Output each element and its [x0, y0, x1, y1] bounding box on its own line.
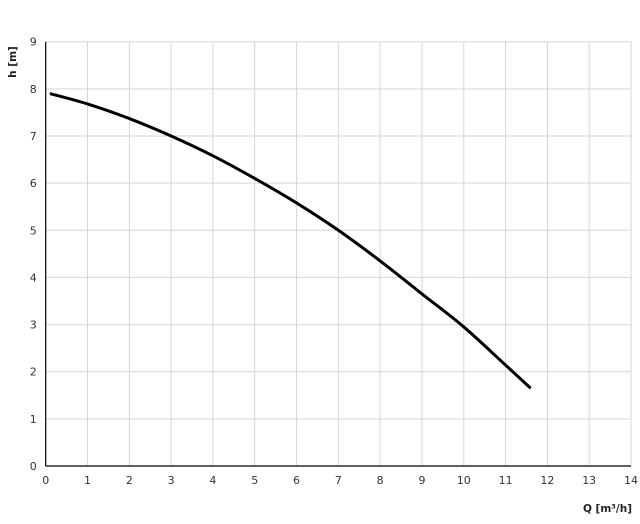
- x-tick-label: 10: [457, 474, 471, 487]
- y-tick-label: 6: [30, 177, 37, 190]
- grid: [45, 41, 632, 466]
- x-tick-label: 14: [624, 474, 638, 487]
- y-tick-label: 0: [30, 460, 37, 473]
- y-tick-label: 8: [30, 83, 37, 96]
- y-tick-label: 4: [30, 271, 37, 284]
- y-tick-label: 7: [30, 130, 37, 143]
- x-tick-label: 11: [499, 474, 513, 487]
- x-tick-label: 12: [540, 474, 554, 487]
- x-tick-label: 7: [335, 474, 342, 487]
- axes: [45, 41, 631, 467]
- x-tick-label: 0: [42, 474, 49, 487]
- x-tick-label: 13: [582, 474, 596, 487]
- x-tick-label: 2: [126, 474, 133, 487]
- x-axis-label: Q [m³/h]: [583, 503, 632, 515]
- y-tick-label: 1: [30, 413, 37, 426]
- y-tick-label: 2: [30, 366, 37, 379]
- x-tick-label: 6: [293, 474, 300, 487]
- y-tick-label: 3: [30, 319, 37, 332]
- y-axis-label: h [m]: [7, 46, 19, 78]
- x-tick-label: 1: [84, 474, 91, 487]
- y-tick-label: 9: [30, 36, 37, 49]
- x-tick-label: 9: [418, 474, 425, 487]
- x-tick-label: 8: [377, 474, 384, 487]
- pump-curve-line: [49, 92, 532, 390]
- x-tick-label: 4: [209, 474, 216, 487]
- x-tick-label: 5: [251, 474, 258, 487]
- y-tick-label: 5: [30, 224, 37, 237]
- x-tick-label: 3: [168, 474, 175, 487]
- series: [49, 92, 532, 390]
